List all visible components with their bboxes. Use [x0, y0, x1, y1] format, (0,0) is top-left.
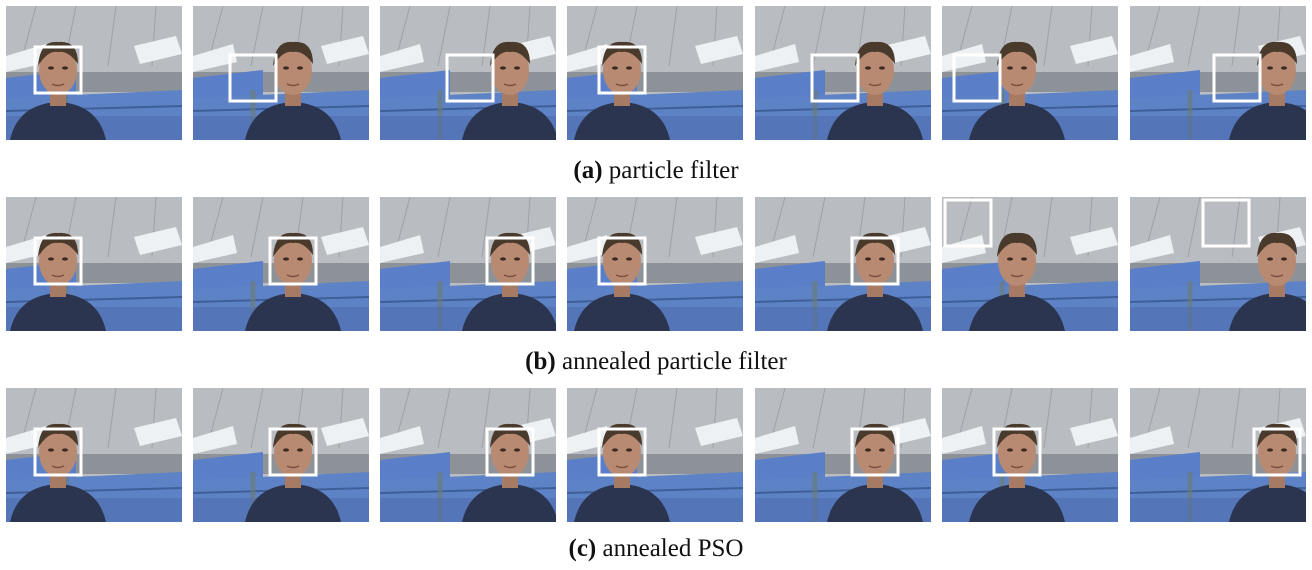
caption-a-label: (a) — [573, 157, 603, 184]
tracking-box — [485, 427, 535, 477]
video-frame — [1130, 388, 1306, 522]
video-frame — [1130, 6, 1306, 140]
tracking-box — [268, 236, 318, 286]
tracking-box — [33, 427, 83, 477]
tracking-box — [597, 236, 647, 286]
tracking-box — [850, 236, 900, 286]
caption-a: (a) particle filter — [0, 156, 1312, 186]
tracking-box — [33, 236, 83, 286]
video-frame — [755, 388, 931, 522]
tracking-box — [1252, 427, 1302, 477]
video-frame — [567, 388, 743, 522]
caption-a-text: particle filter — [602, 157, 739, 184]
caption-c-label: (c) — [568, 535, 597, 562]
video-frame — [380, 388, 556, 522]
caption-c: (c) annealed PSO — [0, 534, 1312, 564]
video-frame — [6, 6, 182, 140]
tracking-box — [33, 45, 83, 95]
tracking-box — [1201, 198, 1251, 248]
video-frame — [6, 197, 182, 331]
tracking-box — [228, 53, 278, 103]
video-frame — [193, 388, 369, 522]
video-frame — [942, 388, 1118, 522]
caption-b-text: annealed particle filter — [555, 348, 787, 375]
tracking-box — [810, 53, 860, 103]
tracking-box — [850, 427, 900, 477]
video-frame — [380, 6, 556, 140]
tracking-box — [992, 427, 1042, 477]
video-frame — [942, 6, 1118, 140]
tracking-box — [445, 53, 495, 103]
tracking-box — [597, 45, 647, 95]
video-frame — [193, 6, 369, 140]
tracking-box — [485, 236, 535, 286]
caption-b: (b) annealed particle filter — [0, 347, 1312, 377]
video-frame — [567, 6, 743, 140]
caption-c-text: annealed PSO — [596, 535, 744, 562]
tracking-box — [943, 198, 993, 248]
video-frame — [567, 197, 743, 331]
tracking-box — [952, 53, 1002, 103]
frame-row-annealed-particle-filter — [6, 197, 1306, 331]
video-frame — [6, 388, 182, 522]
video-frame — [942, 197, 1118, 331]
tracking-box — [1212, 53, 1262, 103]
tracking-box — [597, 427, 647, 477]
frame-row-annealed-pso — [6, 388, 1306, 522]
caption-b-label: (b) — [525, 348, 556, 375]
frame-row-particle-filter — [6, 6, 1306, 140]
video-frame — [755, 6, 931, 140]
video-frame — [380, 197, 556, 331]
video-frame — [193, 197, 369, 331]
tracking-box — [268, 427, 318, 477]
video-frame — [755, 197, 931, 331]
video-frame — [1130, 197, 1306, 331]
